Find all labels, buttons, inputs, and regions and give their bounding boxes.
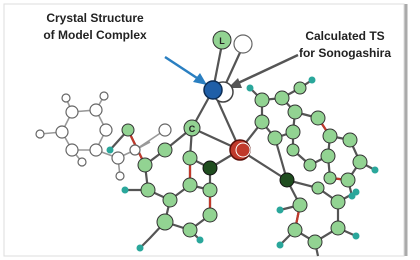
atom-label: C [189,124,196,134]
atom-label: L [219,36,225,46]
molecule-figure: Crystal Structure of Model Complex Calcu… [0,0,420,260]
callout-line: Calculated TS [305,29,384,43]
palladium-atom [230,140,250,160]
callout-line: Crystal Structure [46,11,144,25]
callout-line: for Sonogashira [299,46,391,60]
callout-line: of Model Complex [43,28,147,42]
metal-atom [204,81,222,99]
